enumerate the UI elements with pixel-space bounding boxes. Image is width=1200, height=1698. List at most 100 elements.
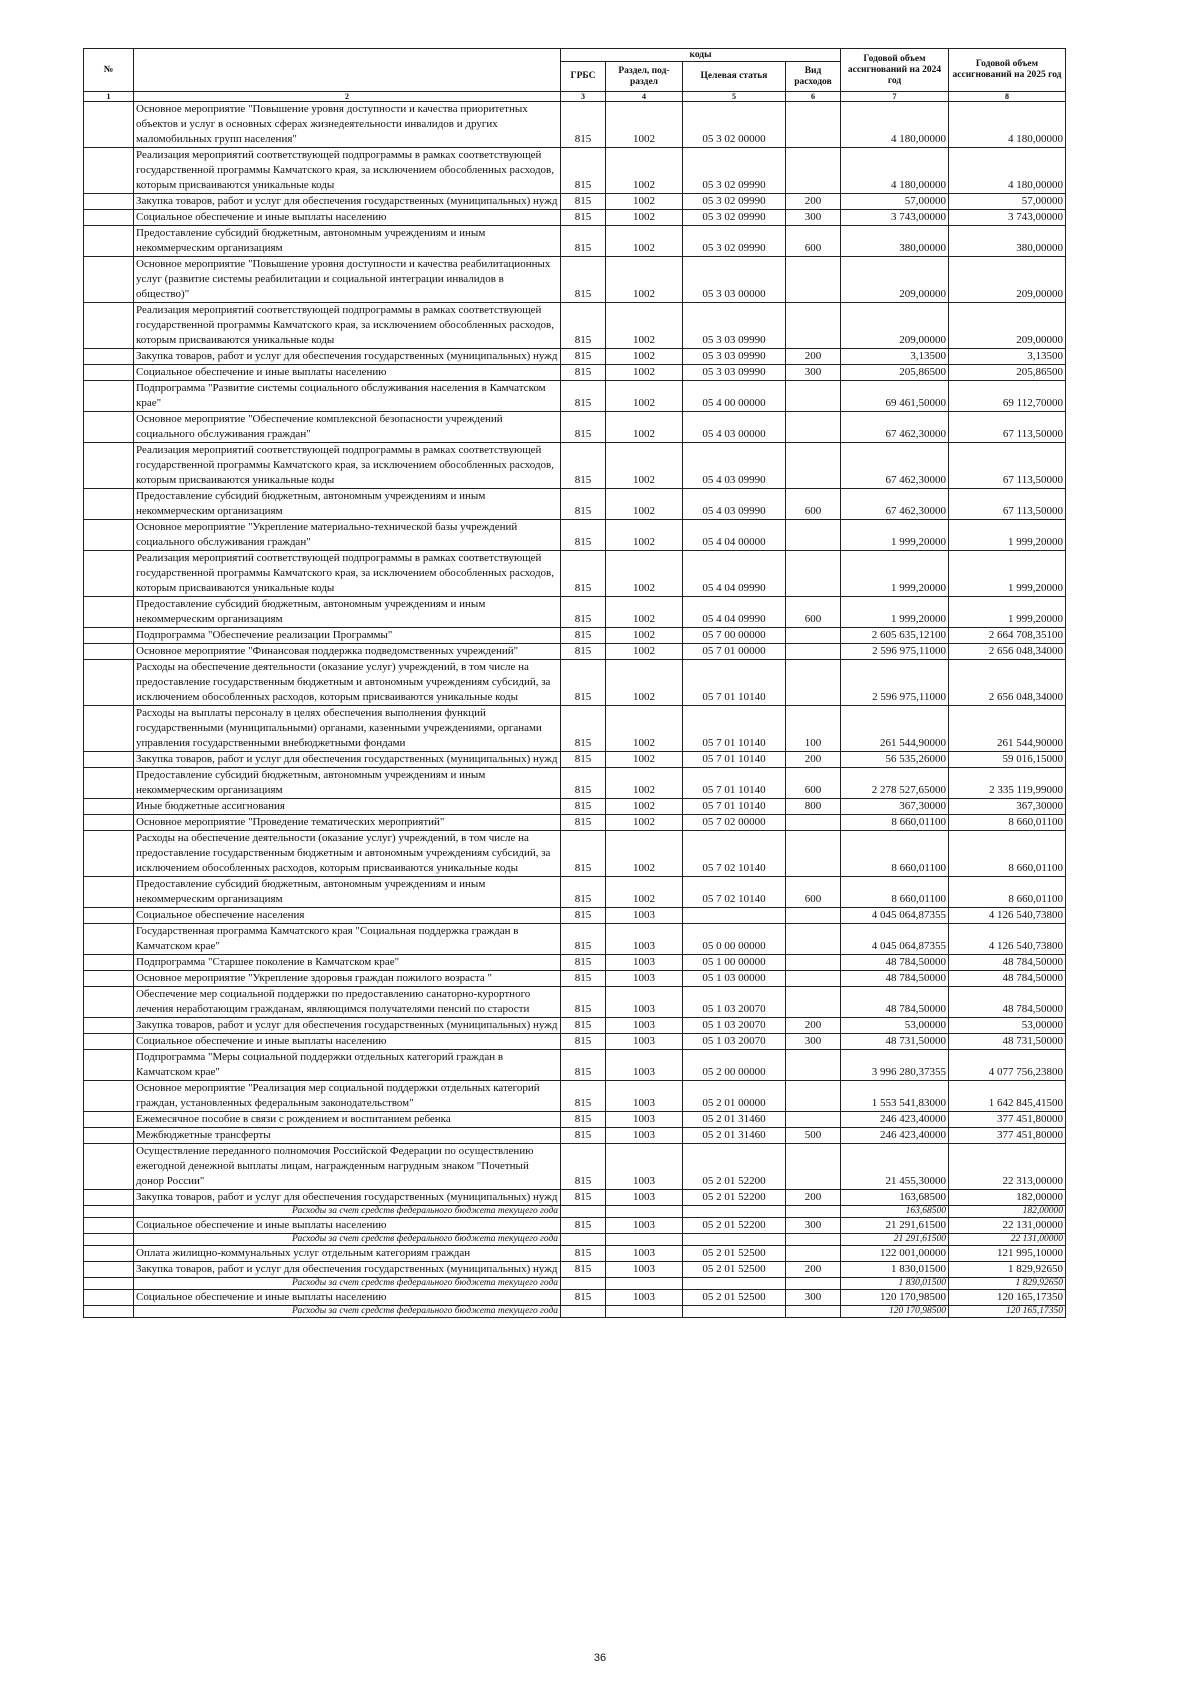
cell-y2025: 48 731,50000 [948,1033,1066,1050]
table-row: Оплата жилищно-коммунальных услуг отдель… [83,1245,1066,1262]
cell-y2024: 2 596 975,11000 [840,659,949,706]
cell-type: 300 [785,1289,841,1306]
row-name: Закупка товаров, работ и услуг для обесп… [133,1189,561,1206]
row-name: Расходы на обеспечение деятельности (ока… [133,830,561,877]
cell-target: 05 1 03 20070 [682,1017,786,1034]
cell-section: 1002 [605,209,683,226]
cell-y2025: 8 660,01100 [948,830,1066,877]
table-row: Предоставление субсидий бюджетным, автон… [83,876,1066,908]
cell-y2025: 67 113,50000 [948,488,1066,520]
cell-section: 1003 [605,1049,683,1081]
table-row: Реализация мероприятий соответствующей п… [83,147,1066,194]
table-row: Государственная программа Камчатского кр… [83,923,1066,955]
cell-y2025: 209,00000 [948,256,1066,303]
row-name: Реализация мероприятий соответствующей п… [133,550,561,597]
cell-target: 05 7 01 00000 [682,643,786,660]
row-no-cell [83,705,134,752]
cell-y2025: 182,00000 [948,1205,1066,1218]
cell-y2024: 4 045 064,87355 [840,923,949,955]
cell-y2025: 4 126 540,73800 [948,923,1066,955]
row-name: Расходы на выплаты персоналу в целях обе… [133,705,561,752]
cell-grbs: 815 [560,1080,606,1112]
cell-grbs: 815 [560,1127,606,1144]
empty-cell [785,442,841,489]
table-row: Иные бюджетные ассигнования 815 1002 05 7 0… [83,798,1066,815]
cell-y2024: 48 784,50000 [840,954,949,971]
cell-y2025: 48 784,50000 [948,970,1066,987]
row-name: Подпрограмма "Обеспечение реализации Про… [133,627,561,644]
cell-grbs: 815 [560,596,606,628]
cell-section: 1002 [605,814,683,831]
table-body: Основное мероприятие "Повышение уровня д… [83,101,1066,1318]
row-no-cell [83,411,134,443]
row-name: Закупка товаров, работ и услуг для обесп… [133,751,561,768]
row-no-cell [83,1217,134,1234]
table-row: Социальное обеспечение и иные выплаты на… [83,364,1066,381]
table-row: Социальное обеспечение и иные выплаты на… [83,1289,1066,1306]
cell-grbs: 815 [560,830,606,877]
table-row: Подпрограмма "Меры социальной поддержки … [83,1049,1066,1081]
table-row: Осуществление переданного полномочия Рос… [83,1143,1066,1190]
header-type: Вид расходов [785,61,841,92]
row-name: Закупка товаров, работ и услуг для обесп… [133,193,561,210]
row-name: Закупка товаров, работ и услуг для обесп… [133,1261,561,1278]
cell-target: 05 1 00 00000 [682,954,786,971]
row-name: Основное мероприятие "Обеспечение компле… [133,411,561,443]
cell-y2024: 8 660,01100 [840,814,949,831]
cell-y2025: 22 313,00000 [948,1143,1066,1190]
empty-cell [785,923,841,955]
cell-y2024: 57,00000 [840,193,949,210]
cell-target: 05 7 00 00000 [682,627,786,644]
cell-type: 300 [785,1217,841,1234]
cell-y2025: 377 451,80000 [948,1111,1066,1128]
cell-y2024: 48 784,50000 [840,986,949,1018]
empty-cell [785,1049,841,1081]
row-name: Предоставление субсидий бюджетным, автон… [133,767,561,799]
row-no-cell [83,519,134,551]
table-row: Основное мероприятие "Проведение тематич… [83,814,1066,831]
cell-y2024: 120 170,98500 [840,1289,949,1306]
cell-type: 200 [785,751,841,768]
empty-cell [785,1205,841,1218]
cell-target: 05 7 02 10140 [682,876,786,908]
column-number: 3 [560,91,606,102]
empty-cell [785,302,841,349]
cell-grbs: 815 [560,1217,606,1234]
row-name: Подпрограмма "Развитие системы социально… [133,380,561,412]
row-no-cell [83,442,134,489]
cell-type: 800 [785,798,841,815]
table-row: Закупка товаров, работ и услуг для обесп… [83,1189,1066,1206]
empty-cell [785,970,841,987]
table-row: Подпрограмма "Старшее поколение в Камчат… [83,954,1066,971]
table-row: Основное мероприятие "Укрепление здоровь… [83,970,1066,987]
cell-grbs: 815 [560,659,606,706]
cell-target: 05 3 02 00000 [682,101,786,148]
empty-cell [605,1233,683,1246]
row-no-cell [83,814,134,831]
cell-y2025: 120 165,17350 [948,1305,1066,1318]
row-name: Ежемесячное пособие в связи с рождением … [133,1111,561,1128]
row-no-cell [83,970,134,987]
cell-type: 200 [785,1189,841,1206]
header-codes: коды [560,48,841,62]
cell-section: 1003 [605,954,683,971]
cell-section: 1003 [605,1217,683,1234]
header-no: № [83,48,134,92]
row-no-cell [83,209,134,226]
row-no-cell [83,830,134,877]
row-name: Реализация мероприятий соответствующей п… [133,302,561,349]
cell-target: 05 4 03 09990 [682,442,786,489]
cell-grbs: 815 [560,627,606,644]
table-row: Основное мероприятие "Реализация мер соц… [83,1080,1066,1112]
cell-grbs: 815 [560,348,606,365]
cell-grbs: 815 [560,209,606,226]
empty-cell [682,1277,786,1290]
note-row: Расходы за счет средств федерального бюд… [83,1305,1066,1318]
cell-y2024: 4 045 064,87355 [840,907,949,924]
cell-section: 1002 [605,225,683,257]
row-no-cell [83,596,134,628]
cell-y2025: 205,86500 [948,364,1066,381]
cell-section: 1002 [605,302,683,349]
